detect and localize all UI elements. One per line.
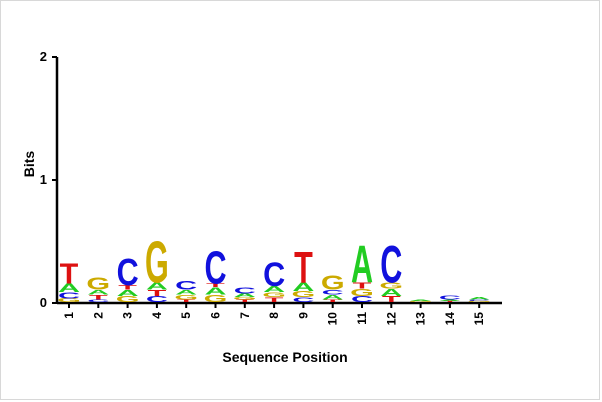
logo-letter-G: G (379, 281, 403, 291)
logo-letter-T: T (235, 299, 255, 303)
x-axis-ticks: 1 2 3 4 5 6 7 8 9 10 11 12 13 14 15 (62, 303, 486, 325)
x-tick-label: 11 (355, 312, 369, 325)
x-axis-label: Sequence Position (222, 349, 347, 365)
logo-letter-T: T (177, 299, 197, 303)
logo-letter-A: A (380, 286, 402, 298)
logo-letter-G: G (350, 286, 374, 298)
x-tick-label: 6 (209, 312, 223, 319)
logo-letter-C: C (117, 252, 139, 294)
logo-letter-G: G (174, 293, 198, 301)
x-tick-label: 2 (91, 312, 105, 319)
logo-letter-G: G (292, 289, 316, 299)
logo-letter-T: T (353, 281, 372, 291)
logo-letter-A: A (351, 236, 373, 295)
logo-letter-T: T (323, 299, 343, 303)
y-tick-label: 2 (40, 49, 47, 64)
logo-letter-G: G (145, 229, 169, 296)
logo-letter-T: T (118, 284, 137, 292)
logo-letter-T: T (206, 283, 226, 289)
logo-letter-A: A (439, 299, 462, 301)
logo-letter-C: C (292, 296, 314, 304)
logo-letter-C: C (146, 294, 168, 304)
logo-letter-C: C (234, 286, 256, 296)
x-tick-label: 7 (238, 312, 252, 319)
logo-letter-T: T (294, 243, 313, 293)
logo-letter-C: C (175, 279, 197, 292)
y-axis-label: Bits (21, 151, 37, 178)
logo-letter-A: A (58, 281, 80, 294)
y-tick-label: 0 (40, 295, 47, 310)
logo-letter-G: G (116, 294, 140, 304)
logo-letter-T: T (89, 293, 108, 301)
logo-letter-T: T (382, 294, 401, 304)
logo-letter-C: C (58, 291, 80, 301)
x-tick-label: 4 (150, 312, 164, 319)
logo-letter-G: G (467, 300, 491, 302)
logo-letter-A: A (234, 292, 256, 298)
logo-letter-C: C (322, 288, 344, 296)
y-tick-label: 1 (40, 172, 47, 187)
x-tick-label: 15 (472, 312, 486, 326)
logo-letter-A: A (87, 288, 109, 296)
logo-letter-G: G (233, 296, 257, 300)
logo-letter-G: G (409, 300, 433, 302)
logo-letter-T: T (441, 300, 460, 302)
logo-letter-C: C (380, 236, 402, 295)
logo-letter-A: A (292, 280, 314, 293)
logo-letter-G: G (262, 291, 286, 299)
x-tick-label: 1 (62, 312, 76, 319)
logo-letter-A: A (263, 285, 285, 295)
logo-letter-A: A (468, 296, 490, 300)
logo-letter-T: T (265, 296, 284, 304)
x-tick-label: 12 (384, 312, 398, 326)
logo-letter-C: C (204, 243, 226, 294)
logo-letter-A: A (410, 299, 433, 301)
x-tick-label: 5 (179, 312, 193, 319)
x-tick-label: 3 (121, 312, 135, 319)
logo-letter-G: G (321, 271, 345, 295)
x-tick-label: 8 (267, 312, 281, 319)
logo-letter-G: G (57, 297, 81, 303)
y-axis-ticks: 0 1 2 (40, 49, 57, 310)
logo-letter-C: C (263, 255, 285, 293)
logo-letter-C: C (468, 299, 491, 301)
logo-letter-C: C (87, 299, 109, 303)
logo-letter-G: G (204, 293, 228, 305)
logo-letter-A: A (175, 288, 197, 296)
logo-letter-G: G (86, 275, 110, 294)
x-tick-label: 14 (443, 312, 457, 326)
logo-letter-T: T (148, 288, 167, 298)
logo-letter-T: T (60, 258, 79, 290)
logo-letter-C: C (351, 294, 373, 304)
logo-letter-stacks: GCATCTAGGATCCTAGTGACGATCTGACTGACCGATTACG… (57, 229, 491, 304)
x-tick-label: 13 (414, 312, 428, 326)
x-tick-label: 9 (296, 312, 310, 319)
logo-letter-A: A (146, 280, 168, 292)
logo-letter-A: A (322, 293, 344, 301)
logo-letter-C: C (439, 295, 461, 301)
x-tick-label: 10 (326, 312, 340, 326)
logo-letter-A: A (204, 285, 226, 297)
logo-letter-A: A (117, 288, 139, 298)
